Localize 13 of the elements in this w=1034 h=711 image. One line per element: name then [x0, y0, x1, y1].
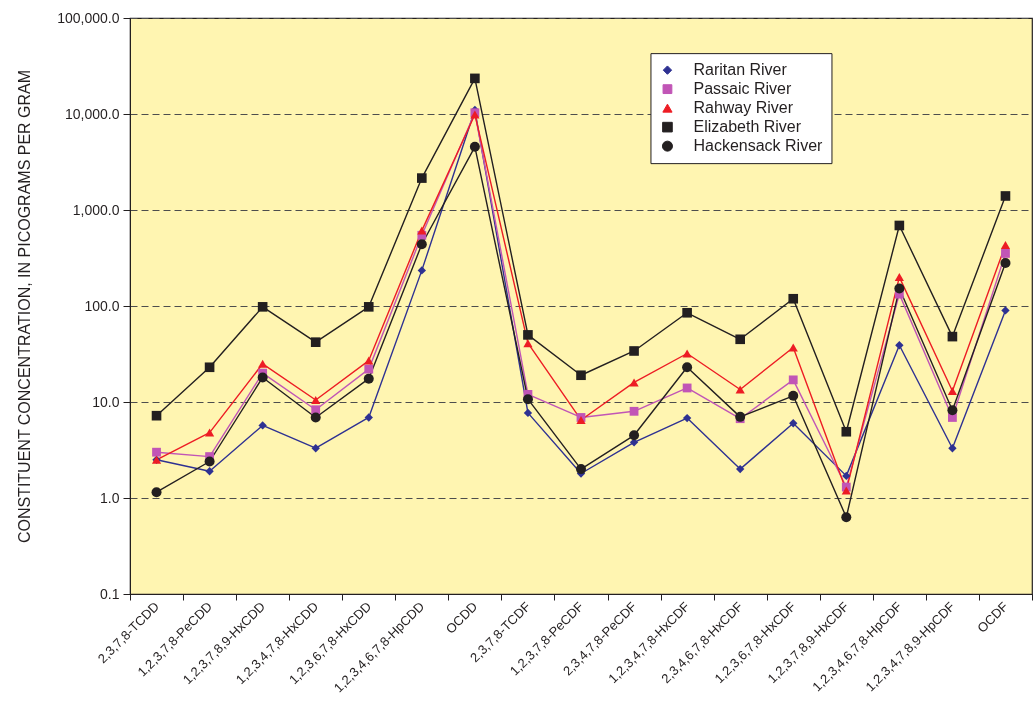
y-tick-label: 0.1: [100, 585, 120, 602]
y-tick-label: 1.0: [100, 489, 120, 506]
y-axis-title: CONSTITUENT CONCENTRATION, IN PICOGRAMS PER GRAM: [16, 69, 34, 544]
legend-label: Raritan River: [693, 61, 788, 79]
y-tick-label: 100,000.0: [57, 9, 120, 26]
y-tick-label: 1,000.0: [72, 201, 120, 218]
y-tick-label: 100.0: [84, 297, 120, 314]
y-tick-label: 10,000.0: [65, 105, 120, 122]
legend-label: Passaic River: [693, 80, 792, 98]
legend-label: Elizabeth River: [693, 118, 802, 136]
legend-label: Hackensack River: [693, 137, 824, 155]
legend-label: Rahway River: [693, 99, 794, 117]
y-tick-label: 10.0: [92, 393, 120, 410]
